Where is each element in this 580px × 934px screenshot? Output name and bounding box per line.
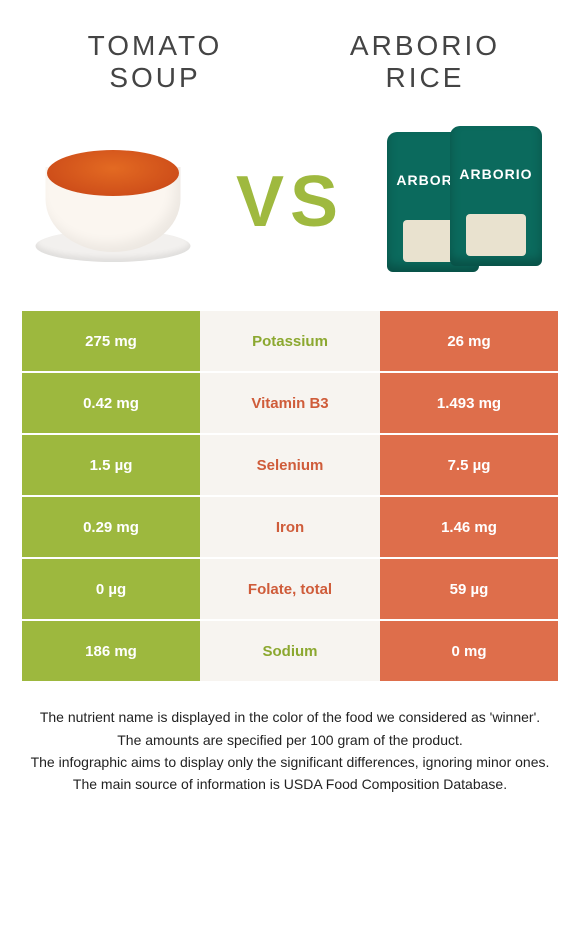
left-value: 0.29 mg bbox=[22, 497, 200, 557]
table-row: 0.42 mgVitamin B31.493 mg bbox=[22, 371, 558, 433]
table-row: 186 mgSodium0 mg bbox=[22, 619, 558, 681]
left-value: 0.42 mg bbox=[22, 373, 200, 433]
arborio-rice-image: ARBORIO ARBORIO bbox=[385, 119, 550, 284]
nutrient-table: 275 mgPotassium26 mg0.42 mgVitamin B31.4… bbox=[22, 309, 558, 681]
footer-line: The main source of information is USDA F… bbox=[24, 774, 556, 794]
infographic: TOMATO SOUP ARBORIO RICE VS ARBORIO ARBO… bbox=[0, 0, 580, 795]
footer-line: The nutrient name is displayed in the co… bbox=[24, 707, 556, 727]
right-value: 0 mg bbox=[380, 621, 558, 681]
footer-line: The amounts are specified per 100 gram o… bbox=[24, 730, 556, 750]
right-title: ARBORIO RICE bbox=[325, 30, 525, 94]
left-value: 0 µg bbox=[22, 559, 200, 619]
right-value: 59 µg bbox=[380, 559, 558, 619]
right-value: 1.46 mg bbox=[380, 497, 558, 557]
nutrient-label: Iron bbox=[200, 497, 380, 557]
vs-label: VS bbox=[236, 161, 344, 243]
nutrient-label: Potassium bbox=[200, 311, 380, 371]
left-title: TOMATO SOUP bbox=[55, 30, 255, 94]
tomato-soup-image bbox=[30, 119, 195, 284]
table-row: 1.5 µgSelenium7.5 µg bbox=[22, 433, 558, 495]
nutrient-label: Vitamin B3 bbox=[200, 373, 380, 433]
nutrient-label: Selenium bbox=[200, 435, 380, 495]
header: TOMATO SOUP ARBORIO RICE bbox=[0, 0, 580, 104]
right-value: 26 mg bbox=[380, 311, 558, 371]
footer-notes: The nutrient name is displayed in the co… bbox=[0, 681, 580, 794]
right-value: 7.5 µg bbox=[380, 435, 558, 495]
left-value: 275 mg bbox=[22, 311, 200, 371]
table-row: 0 µgFolate, total59 µg bbox=[22, 557, 558, 619]
left-value: 186 mg bbox=[22, 621, 200, 681]
nutrient-label: Folate, total bbox=[200, 559, 380, 619]
table-row: 0.29 mgIron1.46 mg bbox=[22, 495, 558, 557]
table-row: 275 mgPotassium26 mg bbox=[22, 309, 558, 371]
left-value: 1.5 µg bbox=[22, 435, 200, 495]
nutrient-label: Sodium bbox=[200, 621, 380, 681]
footer-line: The infographic aims to display only the… bbox=[24, 752, 556, 772]
right-value: 1.493 mg bbox=[380, 373, 558, 433]
images-row: VS ARBORIO ARBORIO bbox=[0, 104, 580, 309]
